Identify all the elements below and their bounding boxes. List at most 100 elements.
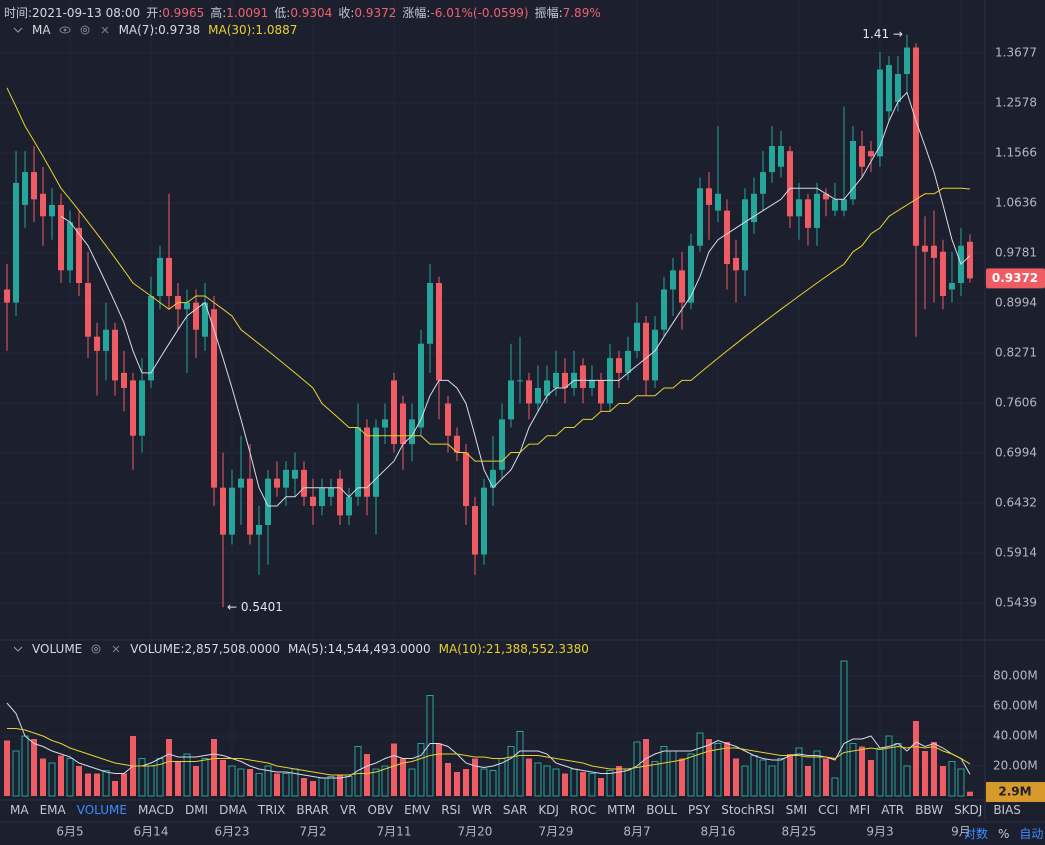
volume-bar — [561, 773, 568, 796]
candle-body — [750, 193, 757, 223]
indicator-tab[interactable]: StochRSI — [721, 803, 775, 817]
candle-body — [471, 506, 478, 555]
candle-body — [67, 222, 74, 271]
indicator-tab[interactable]: BBW — [915, 803, 944, 817]
price-annotation: ← 0.5401 — [227, 600, 283, 614]
indicator-tab[interactable]: MTM — [607, 803, 636, 817]
volume-bar — [615, 766, 622, 796]
indicator-tab[interactable]: RSI — [441, 803, 461, 817]
indicator-tab[interactable]: VR — [339, 803, 357, 817]
header-value: 0.9372 — [354, 6, 397, 20]
candle-body — [364, 427, 371, 497]
volume-bar — [327, 776, 335, 797]
volume-badge — [986, 782, 1045, 802]
candle-body — [247, 478, 254, 535]
indicator-tab[interactable]: ROC — [569, 803, 597, 817]
candle-body — [319, 487, 326, 507]
volume-bar — [247, 769, 254, 796]
last-price-badge — [986, 268, 1045, 289]
indicator-tab[interactable]: ATR — [881, 803, 905, 817]
y-tick-label: 1.1566 — [995, 145, 1037, 159]
volume-bar — [633, 741, 641, 797]
indicator-tab[interactable]: MACD — [137, 803, 174, 817]
candle-body — [40, 193, 47, 217]
legend-item: MA(5):14,544,493.0000 — [287, 642, 431, 656]
indicator-tab[interactable]: SMI — [785, 803, 808, 817]
candle-body — [301, 469, 308, 497]
scale-control[interactable]: % — [998, 826, 1010, 841]
x-tick-label: 7月20 — [458, 825, 493, 839]
indicator-tab[interactable]: EMV — [404, 803, 431, 817]
indicator-tab[interactable]: CCI — [818, 803, 839, 817]
candle-body — [921, 245, 928, 252]
indicator-tab[interactable]: BRAR — [296, 803, 329, 817]
volume-bar — [4, 740, 11, 796]
volume-bar — [408, 768, 416, 797]
indicator-tab[interactable]: TRIX — [257, 803, 286, 817]
candle-body — [840, 199, 847, 211]
scale-control[interactable]: 自动 — [1019, 827, 1044, 841]
volume-bar — [669, 750, 677, 797]
indicator-tab[interactable]: VOLUME — [76, 803, 127, 817]
header-label: 时间: — [4, 6, 33, 20]
volume-bar — [741, 765, 749, 797]
y-tick-label: 60.00M — [993, 699, 1038, 713]
indicator-tab[interactable]: BIAS — [993, 803, 1021, 817]
indicator-tab[interactable]: EMA — [39, 803, 66, 817]
indicator-tab[interactable]: PSY — [688, 803, 711, 817]
volume-bar — [462, 769, 469, 796]
y-tick-label: 0.9781 — [995, 245, 1037, 259]
indicator-tab[interactable]: KDJ — [538, 803, 559, 817]
candle-body — [624, 350, 631, 373]
candle-body — [552, 372, 559, 388]
candle-body — [426, 283, 433, 344]
candle-body — [480, 487, 487, 555]
candle-body — [4, 289, 11, 303]
y-tick-label: 0.5914 — [995, 546, 1037, 560]
settings-icon[interactable] — [79, 24, 91, 36]
candle-body — [714, 193, 721, 211]
indicator-tab[interactable]: WR — [471, 803, 492, 817]
scale-control[interactable]: 对数 — [964, 827, 989, 841]
volume-bar — [921, 751, 928, 796]
volume-bar — [525, 758, 532, 796]
volume-bar — [345, 776, 353, 797]
header-label: 收: — [338, 6, 355, 20]
volume-bar — [516, 731, 524, 797]
volume-bar — [867, 760, 874, 796]
volume-bar — [381, 765, 389, 797]
close-icon[interactable] — [99, 24, 111, 36]
indicator-tab[interactable]: SKDJ — [954, 803, 983, 817]
indicator-tab[interactable]: MFI — [849, 803, 871, 817]
volume-bar — [642, 739, 649, 796]
legend-item: MA(30):1.0887 — [208, 23, 298, 37]
candle-body — [741, 199, 748, 271]
candle-body — [391, 380, 397, 445]
settings-icon[interactable] — [90, 643, 102, 655]
indicator-tab[interactable]: DMI — [184, 803, 209, 817]
volume-bar — [147, 765, 155, 797]
candle-body — [876, 69, 883, 157]
volume-bar — [777, 758, 785, 797]
candle-body — [49, 204, 56, 217]
x-tick-label: 6月23 — [215, 825, 250, 839]
indicator-tab[interactable]: OBV — [367, 803, 394, 817]
volume-bar — [94, 773, 101, 796]
collapse-icon[interactable] — [12, 24, 24, 36]
candle-body — [202, 302, 209, 337]
candle-body — [310, 496, 317, 507]
close-icon[interactable] — [110, 643, 122, 655]
indicator-tab[interactable]: MA — [10, 803, 29, 817]
x-tick-label: 6月14 — [134, 825, 169, 839]
ma-line — [7, 728, 971, 776]
candle-body — [579, 365, 586, 388]
header-value: 7.89% — [562, 6, 601, 20]
indicator-tab[interactable]: SAR — [502, 803, 528, 817]
x-tick-label: 7月2 — [299, 825, 326, 839]
collapse-icon[interactable] — [12, 643, 24, 655]
eye-icon[interactable] — [59, 24, 71, 36]
candle-body — [660, 289, 667, 330]
indicator-tab[interactable]: DMA — [219, 803, 247, 817]
indicator-tab[interactable]: BOLL — [646, 803, 678, 817]
